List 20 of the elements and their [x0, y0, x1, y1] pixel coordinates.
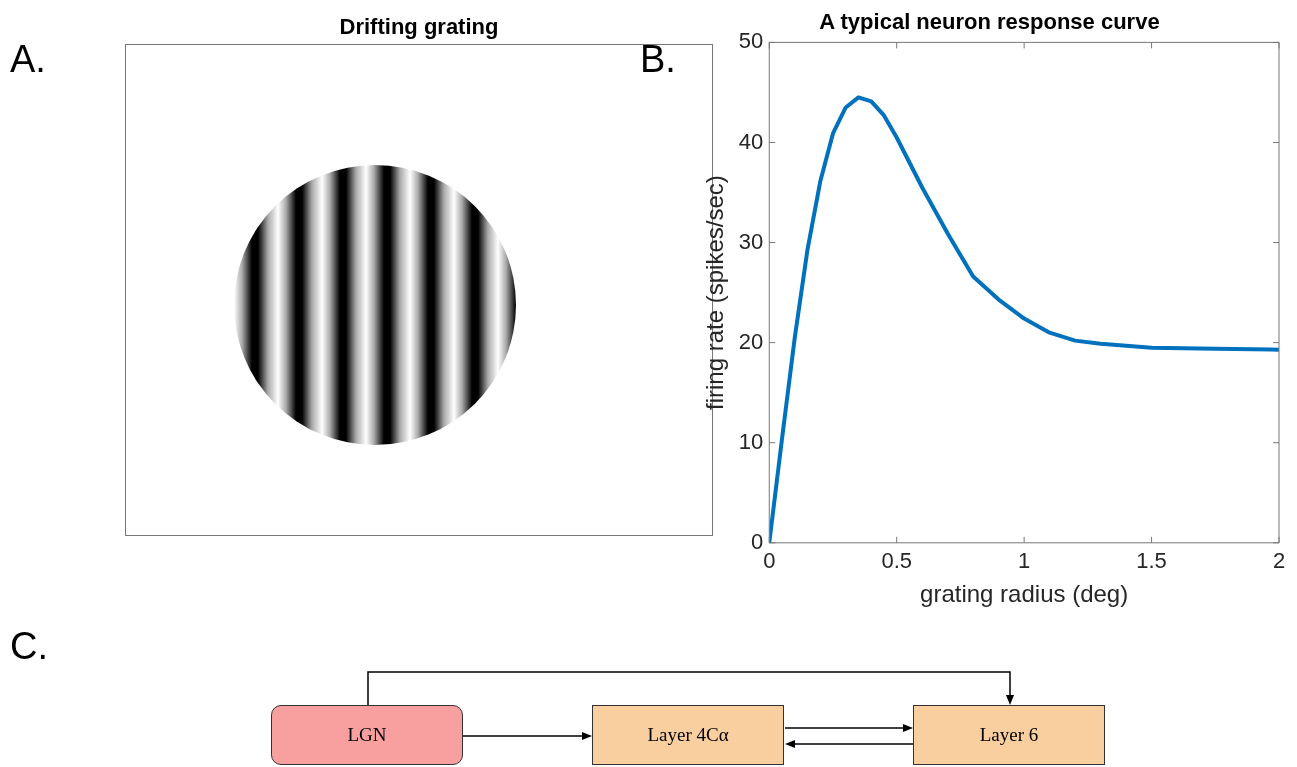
text: B.	[640, 38, 676, 81]
y-tick-label: 30	[738, 228, 764, 254]
y-tick-label: 40	[738, 128, 764, 154]
x-tick-label: 1.5	[1136, 548, 1167, 574]
y-tick-label: 0	[751, 528, 764, 554]
box: Layer 6	[913, 705, 1105, 765]
x-tick-label: 2	[1272, 548, 1286, 574]
x-axis-title: grating radius (deg)	[920, 580, 1129, 608]
rounded-box: LGN	[271, 705, 463, 765]
box: Layer 4Cα	[592, 705, 784, 765]
chart-title: A typical neuron response curve	[819, 9, 1160, 35]
y-axis-title: firing rate (spikes/sec)	[701, 175, 729, 410]
y-tick-label: 50	[738, 28, 764, 54]
x-tick-label: 1	[1018, 548, 1031, 574]
text: Drifting grating	[339, 14, 499, 39]
text: C.	[10, 625, 48, 668]
y-tick-label: 20	[738, 328, 764, 354]
x-tick-label: 0.5	[881, 548, 912, 574]
text: A.	[10, 38, 46, 81]
y-tick-label: 10	[738, 428, 764, 454]
